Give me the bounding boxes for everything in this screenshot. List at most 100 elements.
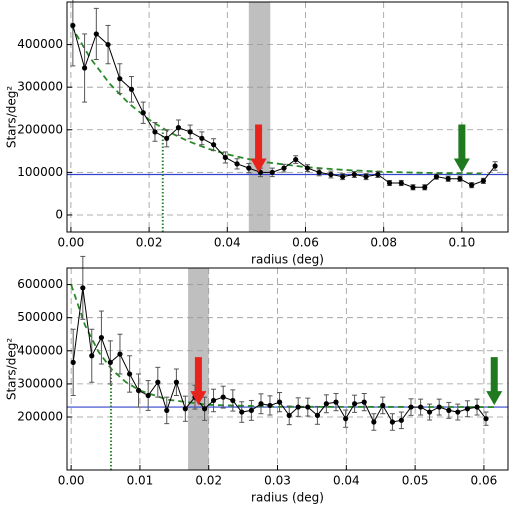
arrow — [453, 124, 470, 173]
y-axis-label: Stars/deg² — [5, 338, 19, 401]
data-point — [145, 392, 151, 399]
data-point — [304, 165, 311, 171]
data-point — [128, 86, 135, 92]
data-point — [426, 409, 433, 415]
y-axis-label: Stars/deg² — [5, 86, 19, 149]
plot-frame — [66, 1, 509, 233]
data-point — [492, 163, 498, 169]
fit-curve — [70, 284, 498, 408]
data-point — [398, 417, 404, 423]
arrow — [190, 357, 207, 406]
data-point — [410, 184, 416, 190]
y-tick-label: 400000 — [17, 343, 63, 357]
arrow — [486, 357, 503, 406]
data-point — [70, 22, 76, 29]
data-point — [446, 407, 452, 413]
data-point — [81, 65, 88, 71]
data-point — [363, 174, 369, 180]
data-point — [258, 401, 264, 407]
data-point — [286, 412, 292, 418]
data-point — [246, 165, 252, 171]
data-point — [220, 394, 226, 400]
fit-curve — [70, 24, 482, 175]
data-point — [269, 169, 275, 175]
x-tick-label: 0.06 — [471, 474, 498, 488]
y-tick-label: 500000 — [17, 310, 63, 324]
data-point — [305, 404, 311, 410]
data-point — [464, 406, 471, 412]
data-point — [182, 406, 188, 412]
data-point — [117, 76, 123, 82]
data-point — [248, 407, 254, 413]
data-point — [316, 169, 322, 175]
data-point — [314, 412, 321, 418]
data-point — [70, 359, 76, 365]
data-point — [480, 178, 486, 184]
data-point — [281, 165, 287, 171]
data-point — [351, 401, 358, 407]
data-point — [175, 125, 182, 131]
data-point — [276, 399, 283, 405]
data-point — [107, 359, 113, 365]
data-point — [343, 416, 349, 422]
x-tick-label: 0.00 — [58, 236, 85, 250]
y-tick-label: 400000 — [17, 37, 63, 51]
data-point — [361, 399, 367, 405]
data-point — [408, 404, 414, 410]
x-tick-label: 0.02 — [136, 236, 163, 250]
x-axis-label: radius (deg) — [251, 253, 324, 267]
data-point — [98, 334, 104, 341]
data-point — [457, 176, 463, 182]
data-point — [210, 397, 217, 404]
data-point — [267, 402, 273, 409]
data-point — [89, 353, 95, 359]
data-point — [380, 402, 386, 409]
data-point — [375, 171, 381, 178]
data-point — [422, 184, 428, 190]
x-tick-label: 0.06 — [292, 236, 319, 250]
data-point — [234, 161, 240, 167]
data-point — [295, 404, 301, 410]
y-tick-label: 300000 — [17, 376, 63, 390]
y-tick-label: 100000 — [17, 165, 63, 179]
y-tick-label: 0 — [55, 207, 63, 221]
data-point — [140, 110, 146, 116]
x-tick-label: 0.01 — [127, 474, 154, 488]
data-point — [173, 379, 179, 385]
y-tick-label: 200000 — [17, 122, 63, 136]
data-point — [187, 129, 193, 135]
x-tick-label: 0.04 — [214, 236, 241, 250]
data-point — [474, 404, 480, 410]
y-tick-label: 300000 — [17, 80, 63, 94]
data-point — [155, 379, 161, 385]
plot-frame — [66, 267, 509, 471]
data-point — [211, 142, 217, 148]
data-point — [469, 182, 475, 188]
data-point — [351, 171, 357, 178]
data-point — [201, 406, 208, 412]
y-tick-label: 600000 — [17, 277, 63, 291]
data-point — [152, 129, 158, 135]
data-point — [80, 285, 86, 291]
data-point — [433, 174, 440, 180]
x-tick-label: 0.03 — [264, 474, 291, 488]
data-point — [93, 31, 99, 37]
data-point — [455, 409, 461, 415]
plot-area — [67, 268, 508, 470]
data-point — [436, 404, 442, 410]
y-tick-label: 200000 — [17, 410, 63, 424]
x-tick-label: 0.00 — [58, 474, 85, 488]
data-point — [199, 135, 205, 141]
data-point — [135, 387, 142, 394]
data-point — [333, 399, 339, 405]
data-point — [127, 371, 133, 377]
plot-area — [67, 2, 508, 232]
data-point — [389, 419, 396, 425]
data-point — [418, 404, 424, 410]
data-point — [328, 171, 334, 178]
data-point — [105, 41, 111, 48]
x-tick-label: 0.02 — [195, 474, 222, 488]
data-point — [371, 419, 377, 425]
data-point — [293, 156, 299, 163]
